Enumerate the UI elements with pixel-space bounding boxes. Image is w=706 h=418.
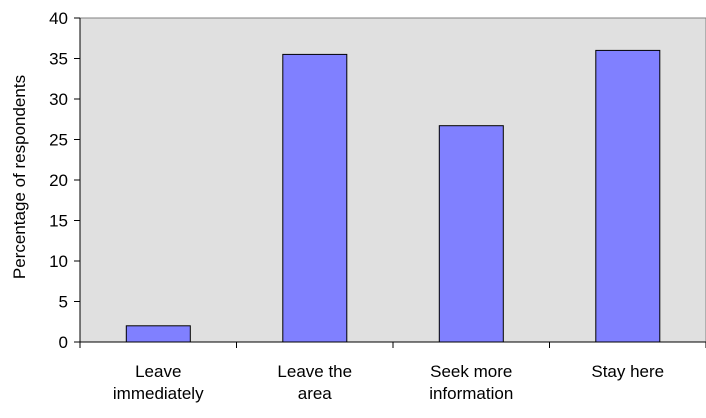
y-axis: 0 5 10 15 20 25 30 35 40 [49, 9, 81, 352]
bar-0 [125, 325, 191, 343]
bar-1 [282, 53, 348, 343]
x-category-label: Seek more information [429, 362, 513, 403]
y-tick-label: 20 [49, 171, 68, 190]
x-axis: Leave immediately Leave the area Seek more in… [79, 341, 706, 403]
x-category-label: Leave immediately [113, 362, 204, 403]
x-category-label: Stay here [591, 362, 664, 381]
y-tick-label: 40 [49, 9, 68, 28]
y-tick-label: 35 [49, 50, 68, 69]
y-tick-label: 25 [49, 131, 68, 150]
x-category-label: Leave the area [277, 362, 352, 403]
bar-3 [595, 49, 661, 343]
bars-group [125, 49, 661, 343]
bar-2 [438, 125, 504, 343]
y-tick-label: 0 [59, 333, 68, 352]
y-tick-label: 30 [49, 90, 68, 109]
y-tick-label: 10 [49, 252, 68, 271]
y-tick-label: 5 [59, 293, 68, 312]
y-axis-title: Percentage of respondents [10, 75, 29, 279]
y-tick-label: 15 [49, 212, 68, 231]
